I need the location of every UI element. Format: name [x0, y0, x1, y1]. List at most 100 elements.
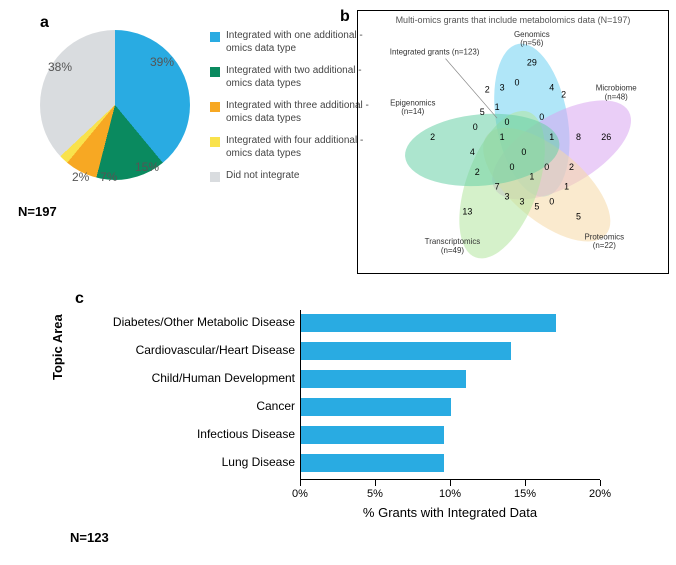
pie-chart [40, 30, 190, 180]
bar-0 [301, 314, 556, 332]
venn-integrated-callout: Integrated grants (n=123) [390, 48, 480, 57]
venn-value-14: 0 [549, 197, 554, 207]
bar-tick-4 [600, 480, 601, 486]
bar-2 [301, 370, 466, 388]
legend-swatch-2 [210, 102, 220, 112]
venn-value-26: 0 [510, 162, 515, 172]
venn-set-n-0: (n=56) [520, 39, 543, 48]
bar-tick-label-4: 20% [589, 488, 611, 500]
panel-b: Multi-omics grants that include metabolo… [357, 10, 669, 274]
venn-value-20: 4 [470, 147, 475, 157]
venn-value-19: 2 [475, 167, 480, 177]
legend-label-2: Integrated with three additional -omics … [226, 100, 370, 125]
venn-value-2: 5 [576, 211, 581, 221]
pie-pct-0: 39% [150, 55, 174, 69]
bar-x-axis-title: % Grants with Integrated Data [300, 505, 600, 520]
bar-5 [301, 454, 444, 472]
venn-value-3: 13 [462, 206, 472, 216]
pie-pct-4: 38% [48, 60, 72, 74]
bar-category-5: Lung Disease [70, 455, 295, 469]
bar-chart [300, 310, 600, 480]
bar-category-2: Child/Human Development [70, 371, 295, 385]
venn-value-27: 1 [529, 172, 534, 182]
venn-set-n-4: (n=14) [401, 107, 424, 116]
venn-value-30: 0 [539, 112, 544, 122]
bar-1 [301, 342, 511, 360]
legend-swatch-1 [210, 67, 220, 77]
pie-legend: Integrated with one additional -omics da… [210, 30, 370, 193]
bar-tick-3 [525, 480, 526, 486]
panel-c: Topic Area Diabetes/Other Metabolic Dise… [70, 300, 630, 550]
figure-root: a 39% 15% 7% 2% 38% Integrated with one … [0, 0, 676, 565]
venn-set-n-2: (n=22) [593, 241, 616, 250]
pie-pct-1: 15% [135, 160, 159, 174]
legend-label-0: Integrated with one additional -omics da… [226, 30, 370, 55]
bar-row-3 [301, 398, 451, 420]
venn-value-13: 1 [564, 182, 569, 192]
venn-value-1: 26 [601, 132, 611, 142]
venn-set-n-1: (n=48) [605, 92, 628, 101]
venn-value-11: 8 [576, 132, 581, 142]
venn-value-6: 3 [500, 82, 505, 92]
venn-set-label-2: Proteomics [584, 232, 624, 241]
venn-value-0: 29 [527, 58, 537, 68]
panel-label-b: b [340, 8, 350, 26]
venn-value-9: 4 [549, 82, 554, 92]
venn-set-n-3: (n=49) [441, 246, 464, 255]
legend-row-2: Integrated with three additional -omics … [210, 100, 370, 125]
venn-value-28: 0 [544, 162, 549, 172]
bar-row-0 [301, 314, 556, 336]
bar-tick-label-0: 0% [292, 488, 308, 500]
legend-row-3: Integrated with four additional -omics d… [210, 135, 370, 160]
legend-label-1: Integrated with two additional -omics da… [226, 65, 370, 90]
bar-category-1: Cardiovascular/Heart Disease [70, 343, 295, 357]
bar-row-1 [301, 342, 511, 364]
bar-row-5 [301, 454, 444, 476]
legend-swatch-4 [210, 172, 220, 182]
venn-value-23: 1 [495, 102, 500, 112]
venn-diagram: Genomics(n=56) Microbiome(n=48) Proteomics… [358, 11, 668, 273]
venn-value-4: 2 [430, 132, 435, 142]
bar-row-2 [301, 370, 466, 392]
venn-value-10: 2 [561, 89, 566, 99]
bar-row-4 [301, 426, 444, 448]
venn-value-5: 0 [521, 147, 526, 157]
venn-value-16: 3 [519, 197, 524, 207]
venn-set-label-1: Microbiome [596, 83, 638, 92]
bar-y-axis-title: Topic Area [50, 314, 65, 380]
venn-value-29: 1 [549, 132, 554, 142]
pie-pct-2: 7% [100, 170, 117, 184]
bar-n-label: N=123 [70, 530, 109, 545]
bar-category-4: Infectious Disease [70, 427, 295, 441]
pie-n-label: N=197 [18, 204, 57, 219]
legend-label-3: Integrated with four additional -omics d… [226, 135, 370, 160]
bar-tick-1 [375, 480, 376, 486]
venn-value-15: 5 [534, 201, 539, 211]
legend-row-0: Integrated with one additional -omics da… [210, 30, 370, 55]
legend-swatch-0 [210, 32, 220, 42]
venn-set-label-3: Transcriptomics [425, 237, 481, 246]
legend-row-4: Did not integrate [210, 170, 370, 183]
panel-a: 39% 15% 7% 2% 38% Integrated with one ad… [40, 20, 360, 220]
pie-pct-3: 2% [72, 170, 89, 184]
venn-set-label-4: Epigenomics [390, 98, 435, 107]
bar-category-3: Cancer [70, 399, 295, 413]
bar-tick-0 [300, 480, 301, 486]
legend-swatch-3 [210, 137, 220, 147]
venn-value-25: 1 [500, 132, 505, 142]
legend-label-4: Did not integrate [226, 170, 299, 183]
venn-value-17: 3 [505, 192, 510, 202]
venn-value-12: 2 [569, 162, 574, 172]
bar-tick-label-1: 5% [367, 488, 383, 500]
bar-tick-2 [450, 480, 451, 486]
legend-row-1: Integrated with two additional -omics da… [210, 65, 370, 90]
bar-3 [301, 398, 451, 416]
bar-category-0: Diabetes/Other Metabolic Disease [70, 315, 295, 329]
bar-tick-label-3: 15% [514, 488, 536, 500]
venn-value-24: 0 [505, 117, 510, 127]
bar-4 [301, 426, 444, 444]
venn-value-18: 7 [495, 182, 500, 192]
venn-value-22: 5 [480, 107, 485, 117]
bar-tick-label-2: 10% [439, 488, 461, 500]
venn-set-label-0: Genomics [514, 30, 550, 39]
